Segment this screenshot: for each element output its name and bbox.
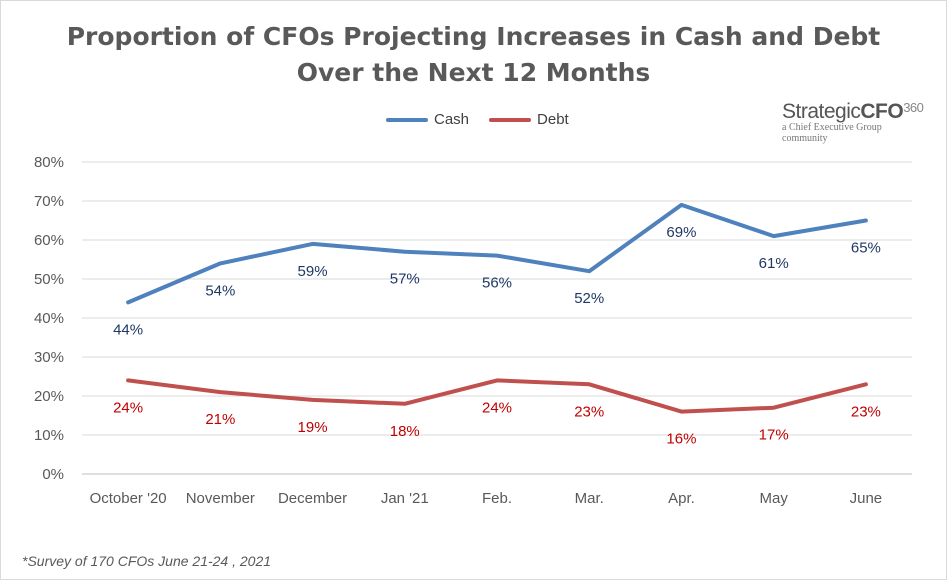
data-label-debt: 18% (390, 423, 420, 440)
x-tick-label: Jan '21 (381, 490, 429, 507)
data-label-debt: 19% (298, 419, 328, 436)
logo-word-cfo: CFO (860, 100, 904, 123)
legend-label-cash: Cash (434, 111, 470, 128)
y-tick-label: 60% (34, 232, 64, 249)
data-label-debt: 24% (113, 399, 143, 416)
y-tick-label: 80% (34, 154, 64, 171)
data-label-debt: 17% (759, 427, 789, 444)
data-label-cash: 61% (759, 255, 789, 272)
chart-title-line2: Over the Next 12 Months (296, 58, 651, 87)
data-label-debt: 23% (851, 403, 881, 420)
logo-word-strategic: Strategic (782, 100, 861, 123)
data-label-debt: 24% (482, 399, 512, 416)
x-tick-label: December (278, 490, 347, 507)
x-tick-label: Mar. (575, 490, 604, 507)
x-tick-label: October '20 (90, 490, 167, 507)
data-label-cash: 65% (851, 240, 881, 257)
data-label-cash: 56% (482, 275, 512, 292)
legend-swatch-debt (489, 117, 532, 122)
data-label-cash: 59% (298, 263, 328, 280)
data-label-debt: 23% (574, 403, 604, 420)
x-tick-label: May (759, 490, 788, 507)
x-tick-label: Apr. (668, 490, 695, 507)
chart-title-line1: Proportion of CFOs Projecting Increases … (66, 22, 881, 51)
logo-tagline: a Chief Executive Group community (782, 122, 882, 144)
y-tick-label: 70% (34, 193, 64, 210)
data-label-debt: 21% (205, 411, 235, 428)
data-label-cash: 69% (666, 224, 696, 241)
legend-label-debt: Debt (537, 111, 569, 128)
y-tick-label: 10% (34, 427, 64, 444)
x-tick-label: June (850, 490, 883, 507)
legend-item-cash: Cash (386, 111, 469, 128)
legend-swatch-cash (386, 117, 428, 122)
legend: Cash Debt (386, 111, 589, 128)
legend-item-debt: Debt (489, 111, 569, 128)
y-tick-label: 0% (42, 466, 64, 483)
y-tick-label: 30% (34, 349, 64, 366)
data-label-cash: 52% (574, 290, 604, 307)
logo-number: 360 (903, 100, 924, 115)
strategic-cfo-logo: StrategicCFO360 a Chief Executive Group … (782, 100, 924, 144)
data-label-cash: 57% (390, 271, 420, 288)
y-tick-label: 40% (34, 310, 64, 327)
y-tick-label: 20% (34, 388, 64, 405)
x-tick-label: Feb. (482, 490, 512, 507)
data-label-cash: 44% (113, 321, 143, 338)
data-label-cash: 54% (205, 282, 235, 299)
footnote: *Survey of 170 CFOs June 21-24 , 2021 (22, 553, 272, 569)
data-label-debt: 16% (666, 431, 696, 448)
x-tick-label: November (186, 490, 255, 507)
y-tick-label: 50% (34, 271, 64, 288)
logo-wordmark: StrategicCFO360 (782, 100, 924, 124)
